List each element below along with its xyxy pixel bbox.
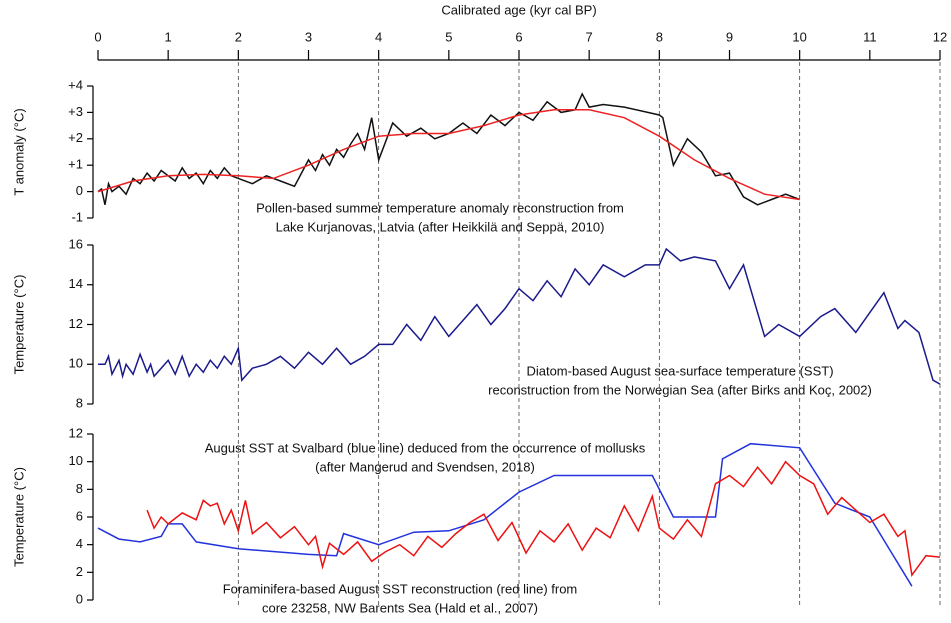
x-tick-label: 3 <box>305 29 312 44</box>
annotation: Diatom-based August sea-surface temperat… <box>526 363 833 378</box>
x-tick-label: 10 <box>792 29 806 44</box>
y-tick-label: 16 <box>69 236 83 251</box>
x-tick-label: 7 <box>586 29 593 44</box>
annotation: Lake Kurjanovas, Latvia (after Heikkilä … <box>276 219 605 234</box>
y-tick-label: 0 <box>76 183 83 198</box>
y-tick-label: 8 <box>76 481 83 496</box>
x-tick-label: 0 <box>94 29 101 44</box>
y-tick-label: +2 <box>68 130 83 145</box>
y-tick-label: 12 <box>69 316 83 331</box>
annotation: reconstruction from the Norwegian Sea (a… <box>488 382 872 397</box>
y-tick-label: -1 <box>71 209 83 224</box>
y-tick-label: 12 <box>69 425 83 440</box>
y-tick-label: +1 <box>68 157 83 172</box>
y-axis-title: T anomaly (°C) <box>11 108 26 195</box>
data-line <box>97 109 800 201</box>
y-tick-label: +3 <box>68 104 83 119</box>
y-tick-label: 14 <box>69 276 83 291</box>
y-tick-label: 0 <box>76 591 83 606</box>
x-tick-label: 8 <box>656 29 663 44</box>
x-tick-label: 12 <box>933 29 947 44</box>
y-tick-label: 10 <box>69 356 83 371</box>
x-tick-label: 2 <box>235 29 242 44</box>
data-line <box>97 92 800 206</box>
y-tick-label: +4 <box>68 77 83 92</box>
data-line <box>98 247 941 385</box>
y-axis-title: Temperature (°C) <box>11 275 26 375</box>
annotation: (after Mangerud and Svendsen, 2018) <box>315 459 535 474</box>
annotation: Pollen-based summer temperature anomaly … <box>256 200 624 215</box>
data-line <box>146 460 941 578</box>
annotation: core 23258, NW Barents Sea (Hald et al.,… <box>262 600 538 615</box>
annotation: Foraminifera-based August SST reconstruc… <box>223 581 578 596</box>
x-tick-label: 4 <box>375 29 382 44</box>
x-tick-label: 1 <box>165 29 172 44</box>
y-tick-label: 4 <box>76 536 83 551</box>
annotation: August SST at Svalbard (blue line) deduc… <box>205 440 646 455</box>
y-tick-label: 8 <box>76 395 83 410</box>
x-tick-label: 9 <box>726 29 733 44</box>
x-tick-label: 11 <box>863 29 877 44</box>
x-tick-label: 5 <box>445 29 452 44</box>
x-axis-title: Calibrated age (kyr cal BP) <box>441 2 596 17</box>
x-tick-label: 6 <box>515 29 522 44</box>
data-line <box>97 442 913 587</box>
y-tick-label: 10 <box>69 453 83 468</box>
y-tick-label: 2 <box>76 564 83 579</box>
y-tick-label: 6 <box>76 508 83 523</box>
y-axis-title: Temperature (°C) <box>11 467 26 567</box>
